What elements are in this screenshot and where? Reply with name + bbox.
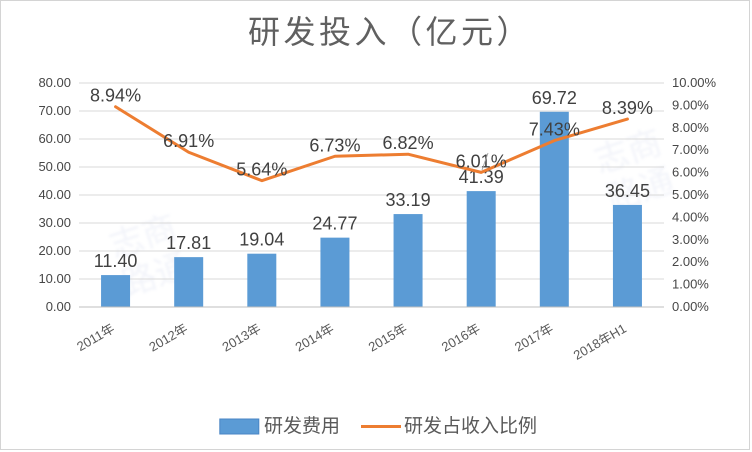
svg-text:2015年: 2015年: [366, 321, 410, 355]
svg-text:10.00: 10.00: [38, 271, 71, 286]
svg-text:2011年: 2011年: [74, 321, 117, 354]
svg-text:20.00: 20.00: [38, 243, 71, 258]
svg-text:3.00%: 3.00%: [672, 232, 709, 247]
svg-text:70.00: 70.00: [38, 103, 71, 118]
svg-text:2018年H1: 2018年H1: [571, 321, 629, 363]
svg-text:0.00: 0.00: [46, 299, 71, 314]
svg-text:9.00%: 9.00%: [672, 97, 709, 112]
svg-text:50.00: 50.00: [38, 159, 71, 174]
svg-text:6.91%: 6.91%: [163, 131, 214, 151]
svg-text:5.64%: 5.64%: [236, 160, 287, 180]
svg-text:5.00%: 5.00%: [672, 187, 709, 202]
svg-text:6.01%: 6.01%: [456, 151, 507, 171]
svg-text:8.00%: 8.00%: [672, 120, 709, 135]
svg-text:11.40: 11.40: [94, 251, 138, 271]
svg-text:1.00%: 1.00%: [672, 277, 709, 292]
svg-text:19.04: 19.04: [239, 230, 284, 250]
svg-text:40.00: 40.00: [38, 187, 71, 202]
svg-text:8.94%: 8.94%: [90, 86, 141, 106]
svg-text:7.00%: 7.00%: [672, 142, 709, 157]
svg-text:69.72: 69.72: [532, 88, 577, 108]
svg-text:2017年: 2017年: [512, 321, 556, 355]
svg-text:7.43%: 7.43%: [529, 120, 580, 140]
svg-text:17.81: 17.81: [166, 233, 211, 253]
svg-text:2.00%: 2.00%: [672, 254, 709, 269]
svg-text:30.00: 30.00: [38, 215, 71, 230]
svg-text:6.82%: 6.82%: [383, 133, 434, 153]
svg-text:2016年: 2016年: [439, 321, 483, 355]
svg-text:0.00%: 0.00%: [672, 299, 709, 314]
svg-text:2013年: 2013年: [220, 321, 264, 355]
svg-text:6.00%: 6.00%: [672, 165, 709, 180]
svg-text:10.00%: 10.00%: [672, 75, 717, 90]
svg-text:2014年: 2014年: [293, 321, 337, 355]
svg-text:36.45: 36.45: [605, 181, 650, 201]
svg-text:33.19: 33.19: [386, 190, 431, 210]
svg-text:2012年: 2012年: [146, 321, 190, 355]
svg-text:80.00: 80.00: [38, 75, 71, 90]
svg-text:6.73%: 6.73%: [309, 135, 360, 155]
svg-text:24.77: 24.77: [312, 214, 357, 234]
svg-text:60.00: 60.00: [38, 131, 71, 146]
svg-text:4.00%: 4.00%: [672, 209, 709, 224]
svg-text:8.39%: 8.39%: [602, 98, 653, 118]
